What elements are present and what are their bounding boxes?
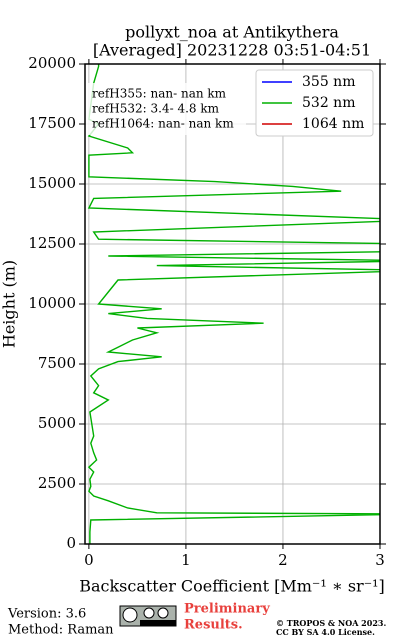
y-tick-label: 20000 [28, 54, 76, 72]
y-tick-label: 12500 [28, 234, 76, 252]
x-tick-label: 2 [278, 551, 288, 569]
annotation: refH355: nan- nan km [92, 87, 227, 101]
chart-title: pollyxt_noa at Antikythera [125, 23, 339, 42]
annotation: refH1064: nan- nan km [92, 117, 234, 131]
legend-label: 532 nm [302, 95, 355, 111]
annotation: refH532: 3.4- 4.8 km [92, 102, 220, 116]
legend-label: 355 nm [302, 74, 355, 90]
cc-logo [119, 605, 177, 627]
license-line: CC BY SA 4.0 License. [276, 627, 375, 637]
y-tick-label: 17500 [28, 114, 76, 132]
notice-line-1: Preliminary [184, 602, 270, 617]
version: Version: 3.6 [7, 607, 86, 622]
notice-line-2: Results. [184, 618, 243, 633]
plot-area [87, 64, 380, 544]
y-tick-label: 0 [66, 534, 76, 552]
chart-subtitle: [Averaged] 20231228 03:51-04:51 [93, 41, 371, 60]
method: Method: Raman [8, 623, 114, 638]
x-tick-label: 3 [375, 551, 385, 569]
x-axis-label: Backscatter Coefficient [Mm⁻¹ ∗ sr⁻¹] [79, 577, 385, 596]
y-tick-label: 15000 [28, 174, 76, 192]
y-tick-label: 10000 [28, 294, 76, 312]
y-tick-label: 5000 [38, 414, 76, 432]
license-line: © TROPOS & NOA 2023. [276, 618, 386, 628]
y-axis-label: Height (m) [0, 260, 19, 348]
x-tick-label: 0 [84, 551, 94, 569]
y-tick-label: 7500 [38, 354, 76, 372]
legend-box [255, 69, 374, 137]
x-tick-label: 1 [181, 551, 191, 569]
legend-label: 1064 nm [302, 116, 364, 132]
profile-line [87, 64, 380, 544]
annotation-bg [86, 83, 246, 135]
legend: 355 nm 532 nm 1064 nm [255, 69, 374, 137]
y-tick-label: 2500 [38, 474, 76, 492]
